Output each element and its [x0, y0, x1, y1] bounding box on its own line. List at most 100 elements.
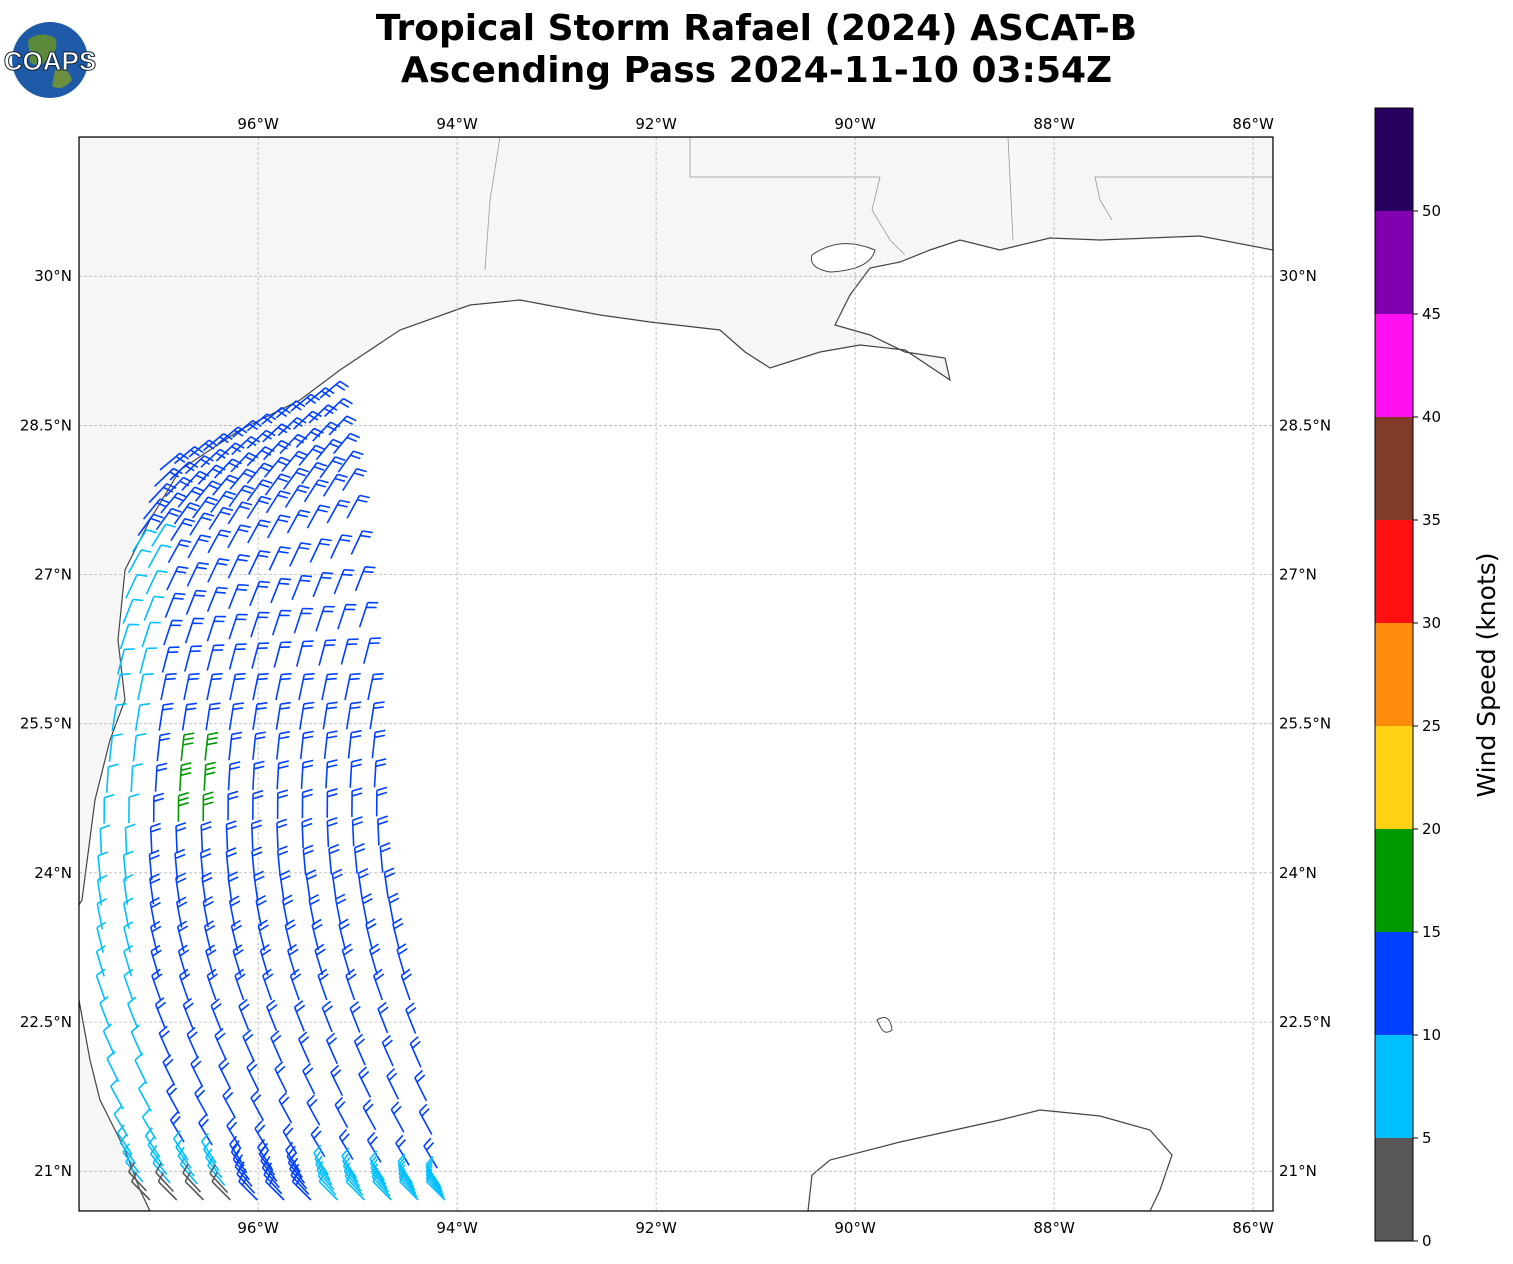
- wind-barb: [276, 845, 289, 877]
- wind-barb: [238, 1172, 258, 1201]
- wind-barb: [144, 1127, 161, 1158]
- wind-barb: [377, 1001, 389, 1034]
- colorbar-bin: [1375, 726, 1413, 829]
- wind-barb: [122, 850, 134, 882]
- wind-barb: [229, 468, 257, 490]
- wind-barb: [230, 919, 243, 952]
- lon-label-bottom: 92°W: [635, 1219, 677, 1237]
- map-area: [79, 137, 1273, 1211]
- wind-barb: [366, 1131, 382, 1163]
- wind-barb: [319, 456, 346, 479]
- wind-barb: [345, 1172, 366, 1201]
- colorbar-label: Wind Speed (knots): [1472, 552, 1501, 797]
- lon-label-bottom: 96°W: [237, 1219, 279, 1237]
- wind-barb: [372, 968, 385, 1001]
- wind-barb: [208, 506, 234, 531]
- wind-barb: [248, 550, 271, 575]
- island: [876, 1017, 893, 1033]
- title-line-1: Tropical Storm Rafael (2024) ASCAT-B: [375, 8, 1138, 49]
- wind-barb: [409, 1036, 422, 1068]
- wind-barb: [349, 1001, 361, 1033]
- lat-label-right: 21°N: [1279, 1162, 1317, 1180]
- wind-barb: [234, 968, 246, 1001]
- wind-barb: [151, 968, 163, 1001]
- wind-barb: [308, 893, 320, 926]
- wind-barb: [314, 943, 326, 976]
- logo-text: COAPS: [4, 46, 96, 76]
- wind-barb: [113, 1105, 129, 1137]
- wind-barb: [228, 583, 249, 610]
- wind-barb: [145, 569, 168, 595]
- wind-barb: [334, 893, 347, 925]
- colorbar-bin: [1375, 520, 1413, 623]
- wind-barb: [399, 1172, 419, 1201]
- colorbar-bin: [1375, 108, 1413, 211]
- wind-barb: [185, 589, 207, 615]
- wind-barb: [134, 702, 151, 731]
- wind-barb: [323, 730, 338, 759]
- wind-barb: [149, 873, 161, 905]
- wind-barb: [163, 619, 183, 646]
- wind-barb: [257, 919, 269, 951]
- wind-barb: [293, 607, 314, 634]
- wind-barb: [246, 462, 274, 484]
- wind-barb: [281, 894, 294, 926]
- wind-barb: [301, 461, 328, 485]
- colorbar-tick-label: 10: [1422, 1026, 1441, 1044]
- wind-barb: [303, 479, 329, 503]
- wind-barb: [161, 646, 180, 673]
- wind-barb: [238, 998, 250, 1031]
- wind-barb: [323, 397, 353, 418]
- wind-barb: [203, 920, 216, 952]
- wind-barb: [423, 1137, 438, 1169]
- wind-barb: [276, 818, 288, 849]
- wind-barb: [369, 1154, 387, 1185]
- colorbar-bin: [1375, 829, 1413, 932]
- wind-barb: [252, 760, 265, 790]
- wind-barb: [325, 1032, 338, 1065]
- wind-barb: [210, 490, 237, 513]
- wind-barb: [400, 968, 412, 1001]
- wind-barb: [157, 1172, 178, 1201]
- lon-label-top: 88°W: [1033, 115, 1075, 133]
- lat-label-left: 27°N: [34, 566, 72, 584]
- wind-barb: [128, 1162, 147, 1192]
- colorbar-tick-label: 0: [1422, 1232, 1432, 1250]
- wind-barb: [395, 1134, 410, 1166]
- wind-barb: [123, 873, 134, 905]
- wind-barb: [264, 473, 291, 496]
- wind-barb: [373, 758, 387, 788]
- wind-barb: [338, 918, 350, 950]
- wind-barb: [211, 1172, 232, 1201]
- wind-barb: [209, 1164, 229, 1194]
- wind-barb: [347, 729, 362, 759]
- state-borders: [484, 137, 1273, 271]
- lon-label-top: 92°W: [635, 115, 677, 133]
- wind-barb: [222, 1087, 237, 1119]
- wind-barb: [151, 523, 177, 547]
- wind-barb: [230, 1143, 248, 1174]
- wind-barb: [273, 641, 292, 668]
- wind-barb: [137, 672, 154, 701]
- wind-barb: [250, 1089, 265, 1122]
- wind-barb: [148, 849, 160, 881]
- wind-barb: [143, 595, 165, 621]
- wind-barb: [227, 790, 239, 821]
- gridlines: [79, 137, 1273, 1211]
- wind-barb: [155, 507, 182, 531]
- wind-barb: [182, 1163, 202, 1193]
- wind-barb: [152, 792, 165, 823]
- wind-barb: [130, 763, 143, 793]
- wind-barb: [357, 867, 369, 899]
- wind-barb: [252, 702, 268, 731]
- wind-barb: [225, 820, 237, 851]
- wind-barb: [175, 821, 187, 853]
- wind-barb: [305, 869, 317, 901]
- wind-barb: [106, 763, 119, 793]
- lon-label-bottom: 94°W: [436, 1219, 478, 1237]
- wind-barb: [263, 456, 292, 478]
- wind-barb: [259, 944, 272, 976]
- wind-barb: [138, 1080, 152, 1112]
- colorbar: 0 5 10 15 20 25 30 35 40 45 50: [1374, 107, 1441, 1250]
